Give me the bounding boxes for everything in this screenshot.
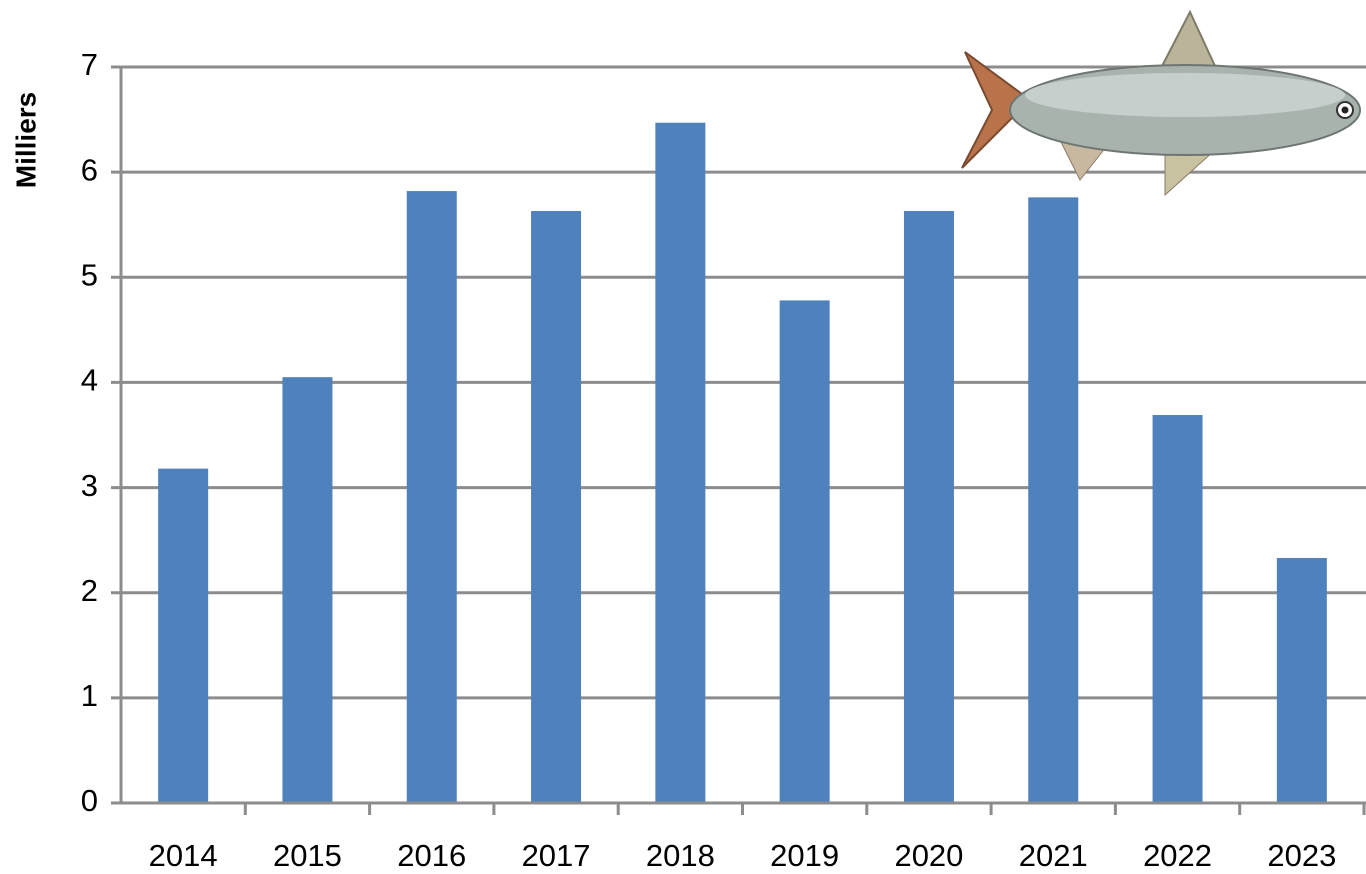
y-tick-label: 6 (81, 152, 98, 187)
bar (903, 211, 954, 803)
plot-area: 0 1 2 3 4 5 6 7 2014 2015 2016 2017 2018 2019 2020 2021… (81, 47, 1366, 873)
fish-shine (1025, 73, 1345, 117)
bar (1028, 197, 1079, 803)
y-tick-label: 0 (81, 783, 98, 818)
bar (282, 377, 333, 803)
y-tick-label: 2 (81, 573, 98, 608)
x-tick-label: 2015 (273, 838, 342, 873)
x-tick-label: 2014 (149, 838, 218, 873)
x-tick-label: 2020 (894, 838, 963, 873)
x-tick-label: 2018 (646, 838, 715, 873)
bar (655, 122, 706, 804)
y-tick-label: 4 (81, 363, 98, 398)
bar (1152, 415, 1203, 803)
x-tick-label: 2021 (1019, 838, 1088, 873)
x-tick-label: 2016 (397, 838, 466, 873)
x-tick-label: 2022 (1143, 838, 1212, 873)
bar (531, 211, 582, 803)
fish-illustration (961, 9, 1361, 197)
y-axis-label: Milliers (10, 92, 41, 188)
x-tick-label: 2019 (770, 838, 839, 873)
fish-pupil (1341, 106, 1349, 114)
fish-tail (961, 51, 1032, 169)
y-tick-label: 3 (81, 468, 98, 503)
x-tick-label: 2017 (522, 838, 591, 873)
bar (406, 191, 457, 803)
bar (779, 300, 830, 803)
y-tick-label: 5 (81, 257, 98, 292)
y-tick-label: 7 (81, 47, 98, 82)
y-tick-label: 1 (81, 678, 98, 713)
bar (158, 468, 209, 803)
bar (1276, 558, 1327, 803)
x-tick-label: 2023 (1267, 838, 1336, 873)
fish-fin (1158, 9, 1217, 72)
